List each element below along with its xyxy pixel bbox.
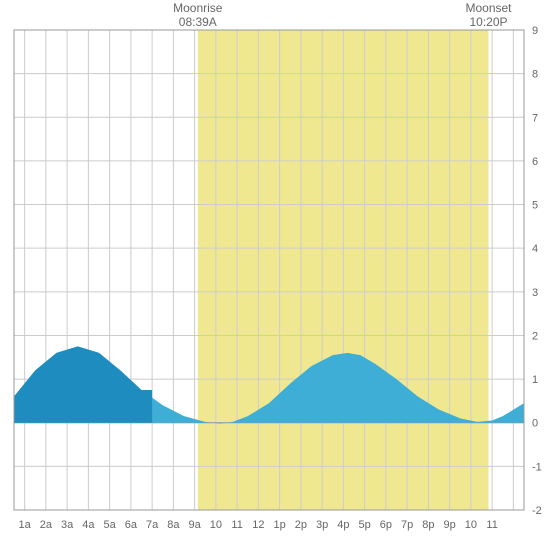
x-tick-label: 9p (444, 519, 456, 531)
x-tick-label: 9a (189, 519, 202, 531)
y-tick-label: 6 (532, 156, 538, 168)
x-tick-label: 4a (82, 519, 95, 531)
x-tick-label: 7p (401, 519, 413, 531)
x-tick-label: 2p (295, 519, 307, 531)
moonrise-label: Moonrise (173, 1, 223, 15)
y-tick-label: 2 (532, 330, 538, 342)
x-tick-label: 1a (19, 519, 32, 531)
x-tick-label: 12 (252, 519, 264, 531)
x-tick-label: 6p (380, 519, 392, 531)
chart-svg: -2-101234567891a2a3a4a5a6a7a8a9a1011121p… (0, 0, 550, 550)
y-tick-label: 9 (532, 25, 538, 37)
moonrise-time: 08:39A (179, 15, 217, 29)
moonset-label: Moonset (465, 1, 512, 15)
y-tick-label: 3 (532, 287, 538, 299)
y-tick-label: 5 (532, 200, 538, 212)
x-tick-label: 8a (167, 519, 180, 531)
x-tick-label: 5a (104, 519, 117, 531)
tide-chart: -2-101234567891a2a3a4a5a6a7a8a9a1011121p… (0, 0, 550, 550)
y-tick-label: 4 (532, 243, 538, 255)
x-tick-label: 10 (465, 519, 477, 531)
y-tick-label: 8 (532, 69, 538, 81)
x-tick-label: 3a (61, 519, 74, 531)
x-tick-label: 4p (337, 519, 349, 531)
x-tick-label: 2a (40, 519, 53, 531)
y-tick-label: 1 (532, 374, 538, 386)
x-tick-label: 3p (316, 519, 328, 531)
y-tick-label: 7 (532, 112, 538, 124)
x-tick-label: 7a (146, 519, 159, 531)
y-tick-label: 0 (532, 418, 538, 430)
x-tick-label: 1p (274, 519, 286, 531)
x-tick-label: 11 (486, 519, 497, 531)
x-tick-label: 5p (359, 519, 371, 531)
x-tick-label: 11 (231, 519, 242, 531)
x-tick-label: 8p (422, 519, 434, 531)
moonset-time: 10:20P (469, 15, 507, 29)
y-tick-label: -1 (532, 461, 542, 473)
x-tick-label: 6a (125, 519, 138, 531)
x-tick-label: 10 (210, 519, 222, 531)
y-tick-label: -2 (532, 505, 542, 517)
